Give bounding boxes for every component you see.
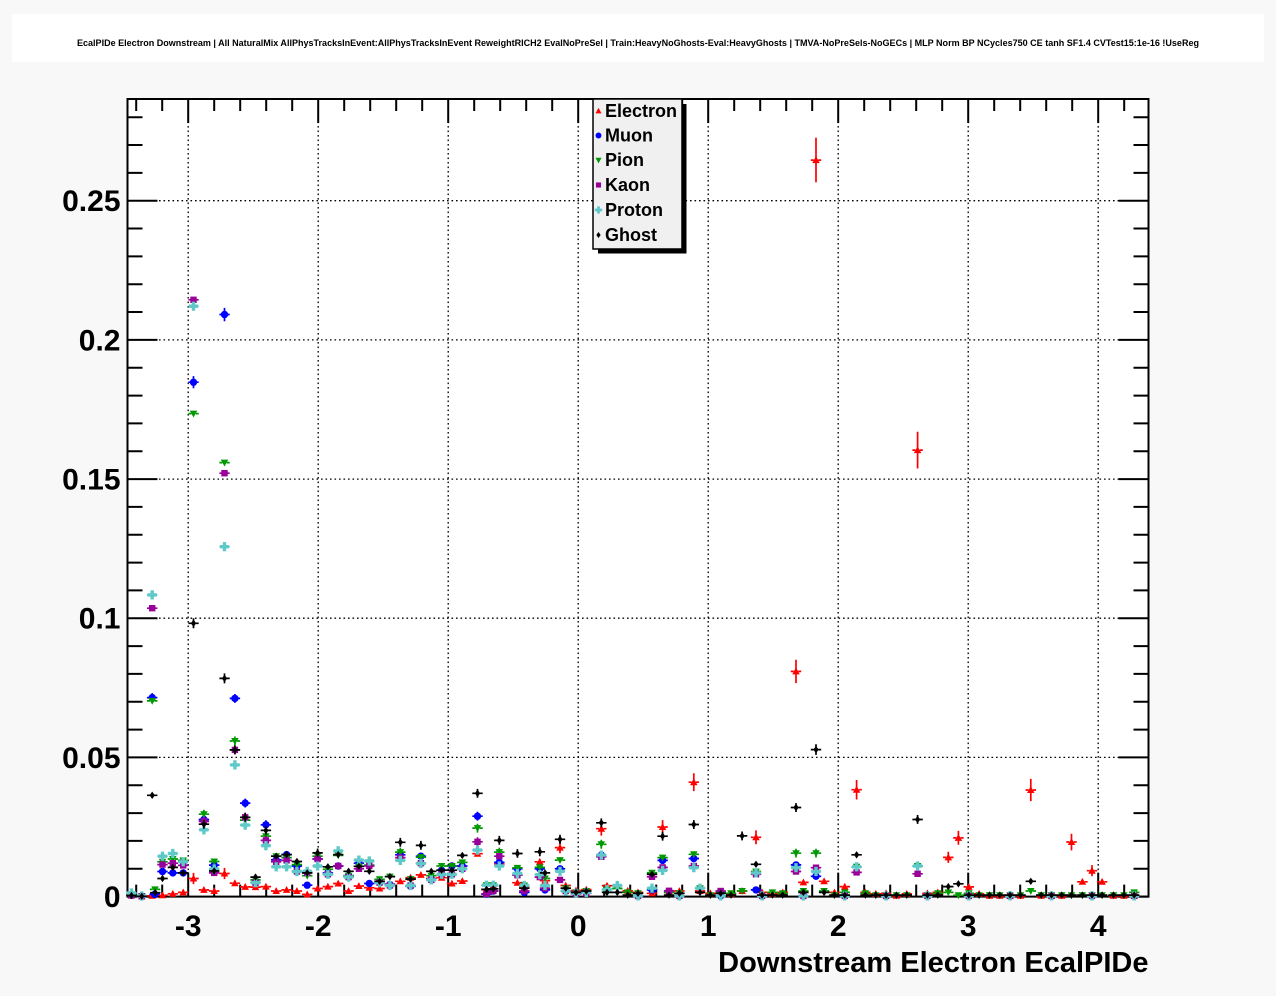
svg-text:0: 0 xyxy=(104,881,121,914)
svg-text:0.2: 0.2 xyxy=(79,324,121,357)
svg-text:EcalPIDe Electron Downstream |: EcalPIDe Electron Downstream | All Natur… xyxy=(77,38,1199,48)
svg-text:3: 3 xyxy=(960,910,977,943)
svg-text:2: 2 xyxy=(830,910,847,943)
svg-text:Pion: Pion xyxy=(605,150,644,170)
svg-text:0.15: 0.15 xyxy=(62,464,120,497)
svg-text:0.1: 0.1 xyxy=(79,603,121,636)
svg-text:Ghost: Ghost xyxy=(605,225,657,245)
svg-text:-2: -2 xyxy=(305,910,332,943)
svg-text:-1: -1 xyxy=(435,910,462,943)
svg-text:Kaon: Kaon xyxy=(605,175,650,195)
svg-text:0.25: 0.25 xyxy=(62,185,120,218)
svg-text:Muon: Muon xyxy=(605,126,653,146)
svg-text:Downstream Electron EcalPIDe: Downstream Electron EcalPIDe xyxy=(718,947,1148,979)
svg-text:Electron: Electron xyxy=(605,101,677,121)
svg-text:0.05: 0.05 xyxy=(62,742,120,775)
svg-text:4: 4 xyxy=(1090,910,1107,943)
svg-text:Proton: Proton xyxy=(605,200,663,220)
svg-text:-3: -3 xyxy=(175,910,202,943)
svg-text:0: 0 xyxy=(570,910,587,943)
svg-text:1: 1 xyxy=(700,910,717,943)
